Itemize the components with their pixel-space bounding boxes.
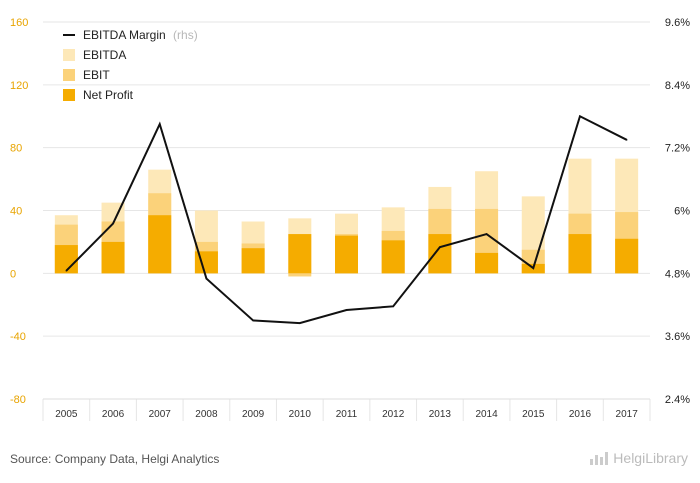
right-axis-tick-label: 3.6%	[665, 331, 690, 343]
point-ebitda-margin	[532, 267, 535, 269]
legend-label-ebitda-margin: EBITDA Margin	[83, 28, 166, 42]
helgi-library-logo: HelgiLibrary	[589, 450, 688, 466]
x-axis-tick-label: 2007	[149, 409, 172, 420]
right-axis-tick-label: 7.2%	[665, 143, 690, 155]
x-axis-tick-label: 2012	[382, 409, 405, 420]
left-axis-tick-label: -40	[10, 331, 26, 343]
left-axis-tick-label: 120	[10, 80, 28, 92]
chart-logo-icon	[590, 452, 609, 465]
bar-net-profit	[288, 234, 312, 274]
right-axis-tick-label: 4.8%	[665, 268, 690, 280]
x-axis-tick-label: 2017	[616, 409, 639, 420]
point-ebitda-margin	[439, 246, 441, 248]
legend-label-ebit: EBIT	[83, 68, 110, 82]
bar-net-profit	[101, 241, 125, 274]
left-axis-tick-label: -80	[10, 394, 26, 406]
bar-net-profit	[148, 215, 172, 274]
margin-line	[65, 114, 628, 325]
x-axis-tick-label: 2015	[522, 409, 545, 420]
point-ebitda-margin	[299, 322, 301, 324]
point-ebitda-margin	[345, 309, 348, 311]
bars	[54, 158, 639, 277]
legend-label-rhs: (rhs)	[173, 28, 198, 42]
point-ebitda-margin	[485, 233, 488, 235]
x-axis-tick-label: 2016	[569, 409, 592, 420]
point-ebitda-margin	[158, 123, 161, 125]
point-ebitda-margin	[625, 139, 628, 141]
bar-ebit	[288, 273, 312, 277]
svg-text:EBITDA Margin (rhs): EBITDA Margin (rhs)	[83, 28, 198, 42]
right-axis-tick-label: 9.6%	[665, 17, 690, 29]
bar-net-profit	[615, 238, 639, 274]
bar-net-profit	[54, 245, 78, 274]
left-axis-tick-label: 0	[10, 268, 16, 280]
bar-net-profit	[475, 252, 499, 274]
right-axis-tick-label: 6%	[674, 206, 690, 218]
bar-net-profit	[335, 235, 358, 274]
legend-swatch-ebit	[63, 69, 75, 81]
point-ebitda-margin	[252, 319, 254, 322]
right-axis-tick-label: 8.4%	[665, 80, 690, 92]
x-axis-tick-label: 2010	[289, 409, 312, 420]
left-axis-tick-label: 40	[10, 206, 22, 218]
x-axis-tick-label: 2013	[429, 409, 452, 420]
x-axis-tick-label: 2005	[55, 409, 78, 420]
legend-swatch-ebitda	[63, 49, 75, 61]
point-ebitda-margin	[392, 305, 394, 308]
right-axis-tick-label: 2.4%	[665, 394, 690, 406]
bar-net-profit	[241, 248, 265, 274]
point-ebitda-margin	[65, 269, 68, 272]
left-axis-tick-label: 80	[10, 143, 22, 155]
legend: EBITDA Margin (rhs) EBITDA EBIT Net Prof…	[63, 28, 198, 102]
bar-net-profit	[428, 234, 452, 274]
point-ebitda-margin	[205, 277, 208, 280]
logo-text: HelgiLibrary	[613, 450, 688, 466]
x-axis-tick-label: 2009	[242, 409, 265, 420]
legend-swatch-net-profit	[63, 89, 75, 101]
x-axis-tick-label: 2014	[475, 409, 498, 420]
axes: 160 9.6% 120 8.4% 80 7.2% 40 6% 0 4.8% -40 3.6% -80 2…	[10, 17, 690, 420]
x-axis-tick-label: 2011	[336, 409, 358, 420]
chart: 160 9.6% 120 8.4% 80 7.2% 40 6% 0 4.8% -40 3.6% -80 2…	[10, 17, 690, 421]
legend-label-ebitda: EBITDA	[83, 48, 126, 62]
legend-label-net-profit: Net Profit	[83, 88, 134, 102]
x-axis-tick-label: 2006	[102, 409, 125, 420]
left-axis-tick-label: 160	[10, 17, 28, 29]
point-ebitda-margin	[579, 115, 581, 118]
bar-net-profit	[568, 234, 592, 274]
source-note: Source: Company Data, Helgi Analytics	[10, 452, 220, 466]
x-axis-tick-label: 2008	[195, 409, 218, 420]
bar-net-profit	[381, 240, 405, 274]
point-ebitda-margin	[112, 222, 114, 225]
